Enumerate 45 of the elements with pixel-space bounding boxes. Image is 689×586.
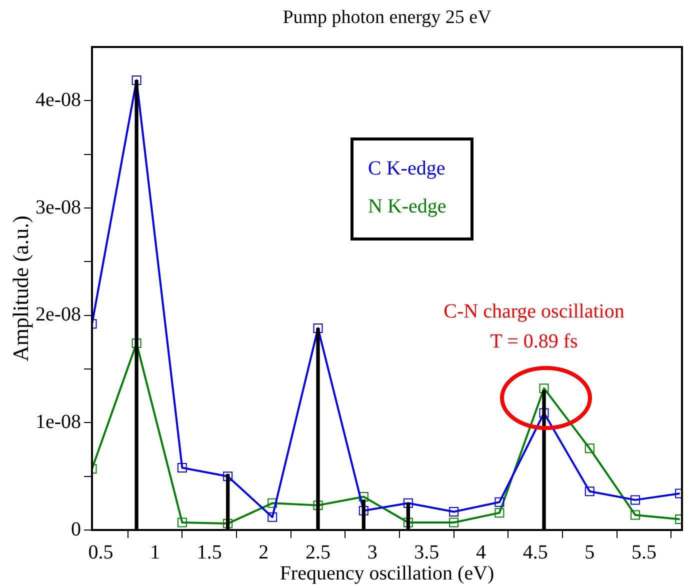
point: [177, 463, 187, 472]
x-axis-title: Frequency oscillation (eV): [280, 562, 494, 584]
point: [494, 497, 504, 507]
y-tick-label: 4e-08: [35, 88, 81, 111]
point: [132, 76, 142, 86]
point: [630, 510, 640, 520]
y-tick-label: 3e-08: [35, 196, 81, 218]
y-tick-label: 1e-08: [35, 410, 81, 433]
x-tick-label: 1: [150, 541, 160, 564]
point: [449, 518, 459, 528]
point: [313, 500, 323, 510]
y-tick-label: 2e-08: [35, 304, 81, 326]
point: [268, 498, 278, 508]
text: C K-edge: [368, 157, 446, 180]
text: N K-edge: [368, 195, 446, 218]
x-tick-label: 2.5: [306, 541, 331, 564]
x-tick-label: 0.5: [88, 541, 114, 564]
point: [539, 408, 549, 418]
x-tick-label: 4.5: [522, 541, 548, 564]
y-tick-label: 0: [71, 518, 81, 540]
x-tick-label: 2: [258, 541, 269, 564]
point: [177, 518, 187, 528]
x-tick-label: 4: [476, 541, 486, 564]
y-axis-title: Amplitude (a.u.): [8, 215, 33, 362]
point: [584, 486, 594, 496]
point: [268, 512, 278, 522]
annotation: T = 0.89 fs: [490, 330, 578, 352]
chart-title: Pump photon energy 25 eV: [282, 6, 492, 28]
point: [494, 508, 504, 518]
x-tick-label: 3: [367, 541, 378, 564]
point: [313, 323, 323, 333]
point: [630, 495, 640, 505]
point: [403, 498, 413, 508]
x-tick-label: 1.5: [196, 541, 222, 564]
x-tick-label: 5: [584, 541, 595, 564]
point: [358, 506, 368, 516]
point: [223, 472, 233, 482]
x-tick-label: 3.5: [414, 541, 440, 564]
point: [449, 507, 459, 516]
point: [223, 518, 233, 528]
x-tick-label: 5.5: [631, 541, 656, 564]
point: [403, 518, 413, 528]
annotation: C-N charge oscillation: [444, 300, 624, 322]
point: [539, 384, 549, 394]
point: [584, 444, 594, 454]
